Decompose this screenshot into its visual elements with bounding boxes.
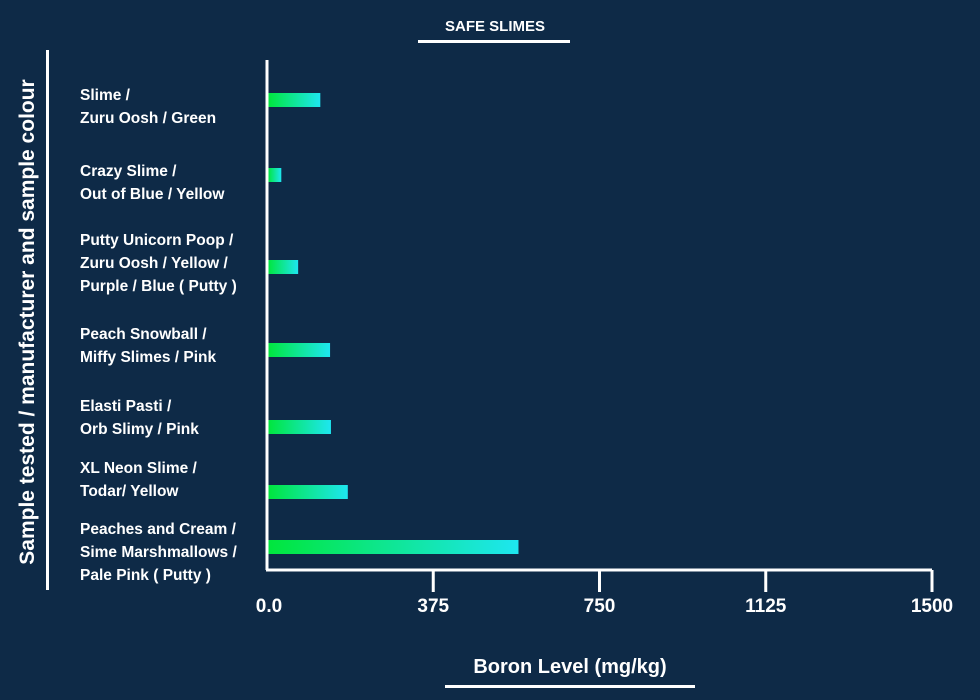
bar	[268, 540, 519, 554]
chart-title: SAFE SLIMES	[444, 18, 545, 35]
category-label: Peaches and Cream / Sime Marshmallows / …	[80, 521, 237, 584]
x-tick-label: 1500	[911, 596, 953, 617]
x-tick-label: 1125	[745, 596, 787, 617]
category-label: Crazy Slime / Out of Blue / Yellow	[80, 163, 225, 203]
category-label: Elasti Pasti / Orb Slimy / Pink	[80, 398, 199, 438]
bar	[268, 260, 299, 274]
bar	[268, 343, 331, 357]
title-underline	[418, 40, 570, 43]
category-label: Slime / Zuru Oosh / Green	[80, 87, 217, 127]
bars-group	[268, 93, 519, 554]
x-axis-label: Boron Level (mg/kg)	[473, 656, 667, 678]
x-ticks-group: 0.0 375 750 1125 1500	[256, 570, 953, 617]
bar	[268, 485, 348, 499]
bar	[268, 93, 321, 107]
category-label: XL Neon Slime / Todar/ Yellow	[80, 460, 197, 500]
y-axis-label-line	[46, 50, 49, 590]
category-label: Putty Unicorn Poop / Zuru Oosh / Yellow …	[80, 232, 237, 295]
x-tick-label: 0.0	[256, 596, 282, 617]
x-axis-label-underline	[445, 685, 695, 688]
category-label: Peach Snowball / Miffy Slimes / Pink	[80, 326, 217, 366]
bar	[268, 420, 331, 434]
x-tick-label: 750	[584, 596, 616, 617]
bar	[268, 168, 282, 182]
x-tick-label: 375	[417, 596, 449, 617]
